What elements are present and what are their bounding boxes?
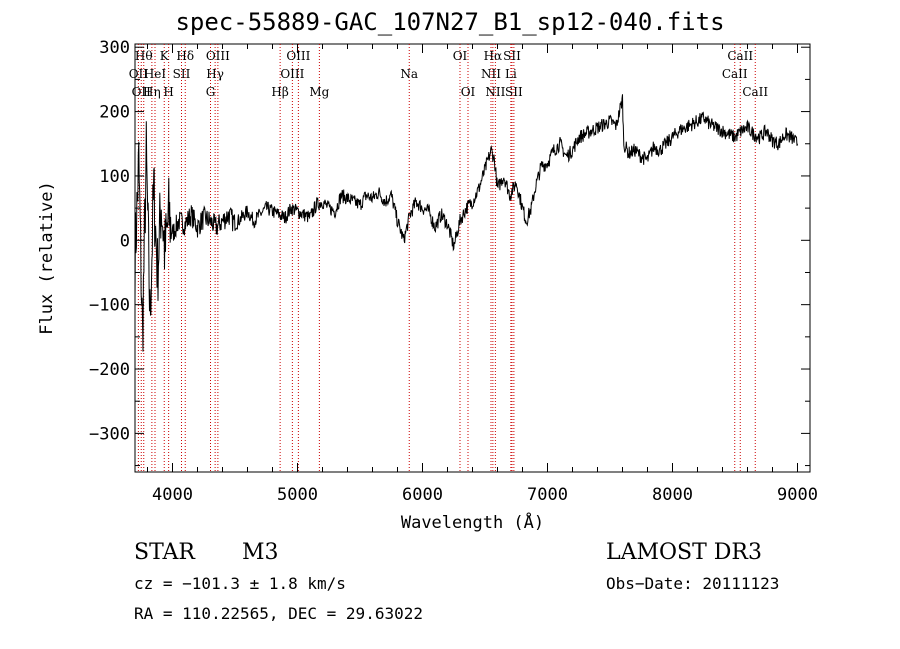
line-label: SII	[503, 49, 521, 63]
x-tick-label: 6000	[402, 485, 443, 505]
subclass: M3	[242, 540, 279, 565]
y-tick-label: −300	[89, 424, 130, 444]
line-label: OII	[132, 85, 152, 99]
line-label: Hα	[484, 49, 503, 63]
x-axis-label: Wavelength (Å)	[401, 511, 544, 533]
x-tick-label: 4000	[152, 485, 193, 505]
line-label: H	[163, 85, 173, 99]
x-tick-label: 8000	[652, 485, 693, 505]
line-label: CaII	[742, 85, 768, 99]
line-label: Hδ	[176, 49, 194, 63]
line-label: Hβ	[271, 85, 288, 99]
obs-date: Obs−Date: 20111123	[606, 574, 780, 593]
redshift-value: cz = −101.3 ± 1.8 km/s	[134, 574, 346, 593]
y-tick-label: 0	[120, 231, 130, 251]
x-tick-label: 7000	[527, 485, 568, 505]
y-tick-label: −200	[89, 360, 130, 380]
line-label: Na	[400, 67, 418, 81]
line-label: G	[206, 85, 216, 99]
line-label: HeI	[144, 67, 167, 81]
chart-title: spec-55889-GAC_107N27_B1_sp12-040.fits	[175, 8, 725, 36]
line-label: CaII	[722, 67, 748, 81]
plot-frame	[134, 43, 811, 473]
line-label: Hγ	[206, 67, 224, 81]
y-tick-label: 300	[99, 38, 130, 58]
line-label: OI	[453, 49, 468, 63]
y-tick-label: 100	[99, 167, 130, 187]
x-tick-label: 9000	[777, 485, 818, 505]
line-label: NII	[481, 67, 501, 81]
y-axis-label: Flux (relative)	[37, 181, 57, 335]
y-tick-label: −100	[89, 296, 130, 316]
line-label: SII	[505, 85, 523, 99]
y-tick-label: 200	[99, 103, 130, 123]
line-label: NII	[485, 85, 505, 99]
line-label: SII	[173, 67, 191, 81]
object-type: STAR	[134, 540, 195, 565]
line-label: OIII	[286, 49, 310, 63]
line-label: Hη	[143, 85, 161, 99]
survey-name: LAMOST DR3	[606, 540, 762, 565]
line-label: OIII	[280, 67, 304, 81]
line-label: Li	[505, 67, 517, 81]
x-tick-label: 5000	[277, 485, 318, 505]
line-label: Hθ	[135, 49, 153, 63]
ra-dec-coordinates: RA = 110.22565, DEC = 29.63022	[134, 604, 423, 623]
line-label: Mg	[309, 85, 329, 99]
line-label: CaII	[727, 49, 753, 63]
spectrum-line	[134, 94, 798, 352]
line-label: OII	[129, 67, 149, 81]
line-label: OIII	[206, 49, 230, 63]
line-label: K	[160, 49, 170, 63]
line-label: OI	[461, 85, 476, 99]
